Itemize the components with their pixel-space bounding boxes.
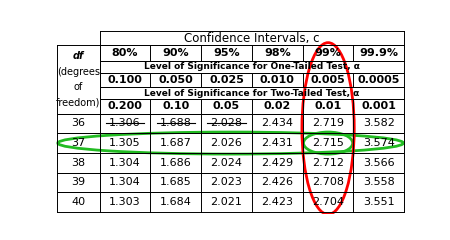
Text: 0.0005: 0.0005 [358, 75, 400, 85]
Text: 2.023: 2.023 [211, 178, 243, 187]
Text: Level of Significance for Two-Tailed Test, α: Level of Significance for Two-Tailed Tes… [144, 89, 360, 98]
Text: 38: 38 [71, 158, 86, 168]
Text: 39: 39 [71, 178, 86, 187]
Text: 2.431: 2.431 [261, 138, 293, 148]
Text: 0.01: 0.01 [315, 101, 342, 111]
Text: 0.10: 0.10 [162, 101, 189, 111]
Text: 99%: 99% [315, 48, 342, 58]
Text: df: df [73, 51, 84, 61]
Text: 2.715: 2.715 [312, 138, 344, 148]
Text: 0.02: 0.02 [264, 101, 291, 111]
Text: 1.686: 1.686 [160, 158, 192, 168]
Text: 2.708: 2.708 [312, 178, 344, 187]
Text: 40: 40 [71, 197, 86, 207]
Text: 2.704: 2.704 [312, 197, 344, 207]
Text: 0.100: 0.100 [108, 75, 143, 85]
Text: 1.304: 1.304 [109, 158, 141, 168]
Text: 1.303: 1.303 [109, 197, 141, 207]
Text: 3.574: 3.574 [363, 138, 395, 148]
Text: 1.685: 1.685 [160, 178, 192, 187]
Text: 2.429: 2.429 [261, 158, 293, 168]
Text: 2.426: 2.426 [261, 178, 293, 187]
Text: 37: 37 [71, 138, 86, 148]
Text: 1.304: 1.304 [109, 178, 141, 187]
Text: freedom): freedom) [56, 97, 100, 107]
Text: 2.719: 2.719 [312, 118, 344, 128]
Text: 98%: 98% [264, 48, 291, 58]
Text: 0.050: 0.050 [158, 75, 193, 85]
Text: 0.010: 0.010 [260, 75, 295, 85]
Text: 2.434: 2.434 [261, 118, 293, 128]
Text: 1.688: 1.688 [160, 118, 192, 128]
Text: of: of [74, 82, 83, 92]
Text: 1.687: 1.687 [160, 138, 192, 148]
Text: 3.551: 3.551 [363, 197, 395, 207]
Text: 0.001: 0.001 [361, 101, 396, 111]
Text: (degrees: (degrees [57, 67, 100, 77]
Text: 3.558: 3.558 [363, 178, 395, 187]
Text: 2.024: 2.024 [211, 158, 243, 168]
Text: 3.566: 3.566 [363, 158, 395, 168]
Text: 2.423: 2.423 [261, 197, 293, 207]
Text: 2.712: 2.712 [312, 158, 344, 168]
Text: 2.026: 2.026 [211, 138, 243, 148]
Text: 0.05: 0.05 [213, 101, 240, 111]
Text: 0.025: 0.025 [209, 75, 244, 85]
Text: 0.200: 0.200 [108, 101, 143, 111]
Text: 99.9%: 99.9% [360, 48, 398, 58]
Text: 95%: 95% [213, 48, 240, 58]
Text: 3.582: 3.582 [363, 118, 395, 128]
Text: 2.028: 2.028 [211, 118, 243, 128]
Text: 1.684: 1.684 [160, 197, 192, 207]
Text: 90%: 90% [162, 48, 189, 58]
Text: 0.005: 0.005 [310, 75, 346, 85]
Text: 80%: 80% [112, 48, 138, 58]
Text: 1.305: 1.305 [109, 138, 141, 148]
Text: Level of Significance for One-Tailed Test, α: Level of Significance for One-Tailed Tes… [144, 62, 360, 72]
Text: 1.306: 1.306 [109, 118, 141, 128]
Text: Confidence Intervals, c: Confidence Intervals, c [184, 31, 320, 45]
Text: 36: 36 [72, 118, 86, 128]
Text: 2.021: 2.021 [211, 197, 243, 207]
